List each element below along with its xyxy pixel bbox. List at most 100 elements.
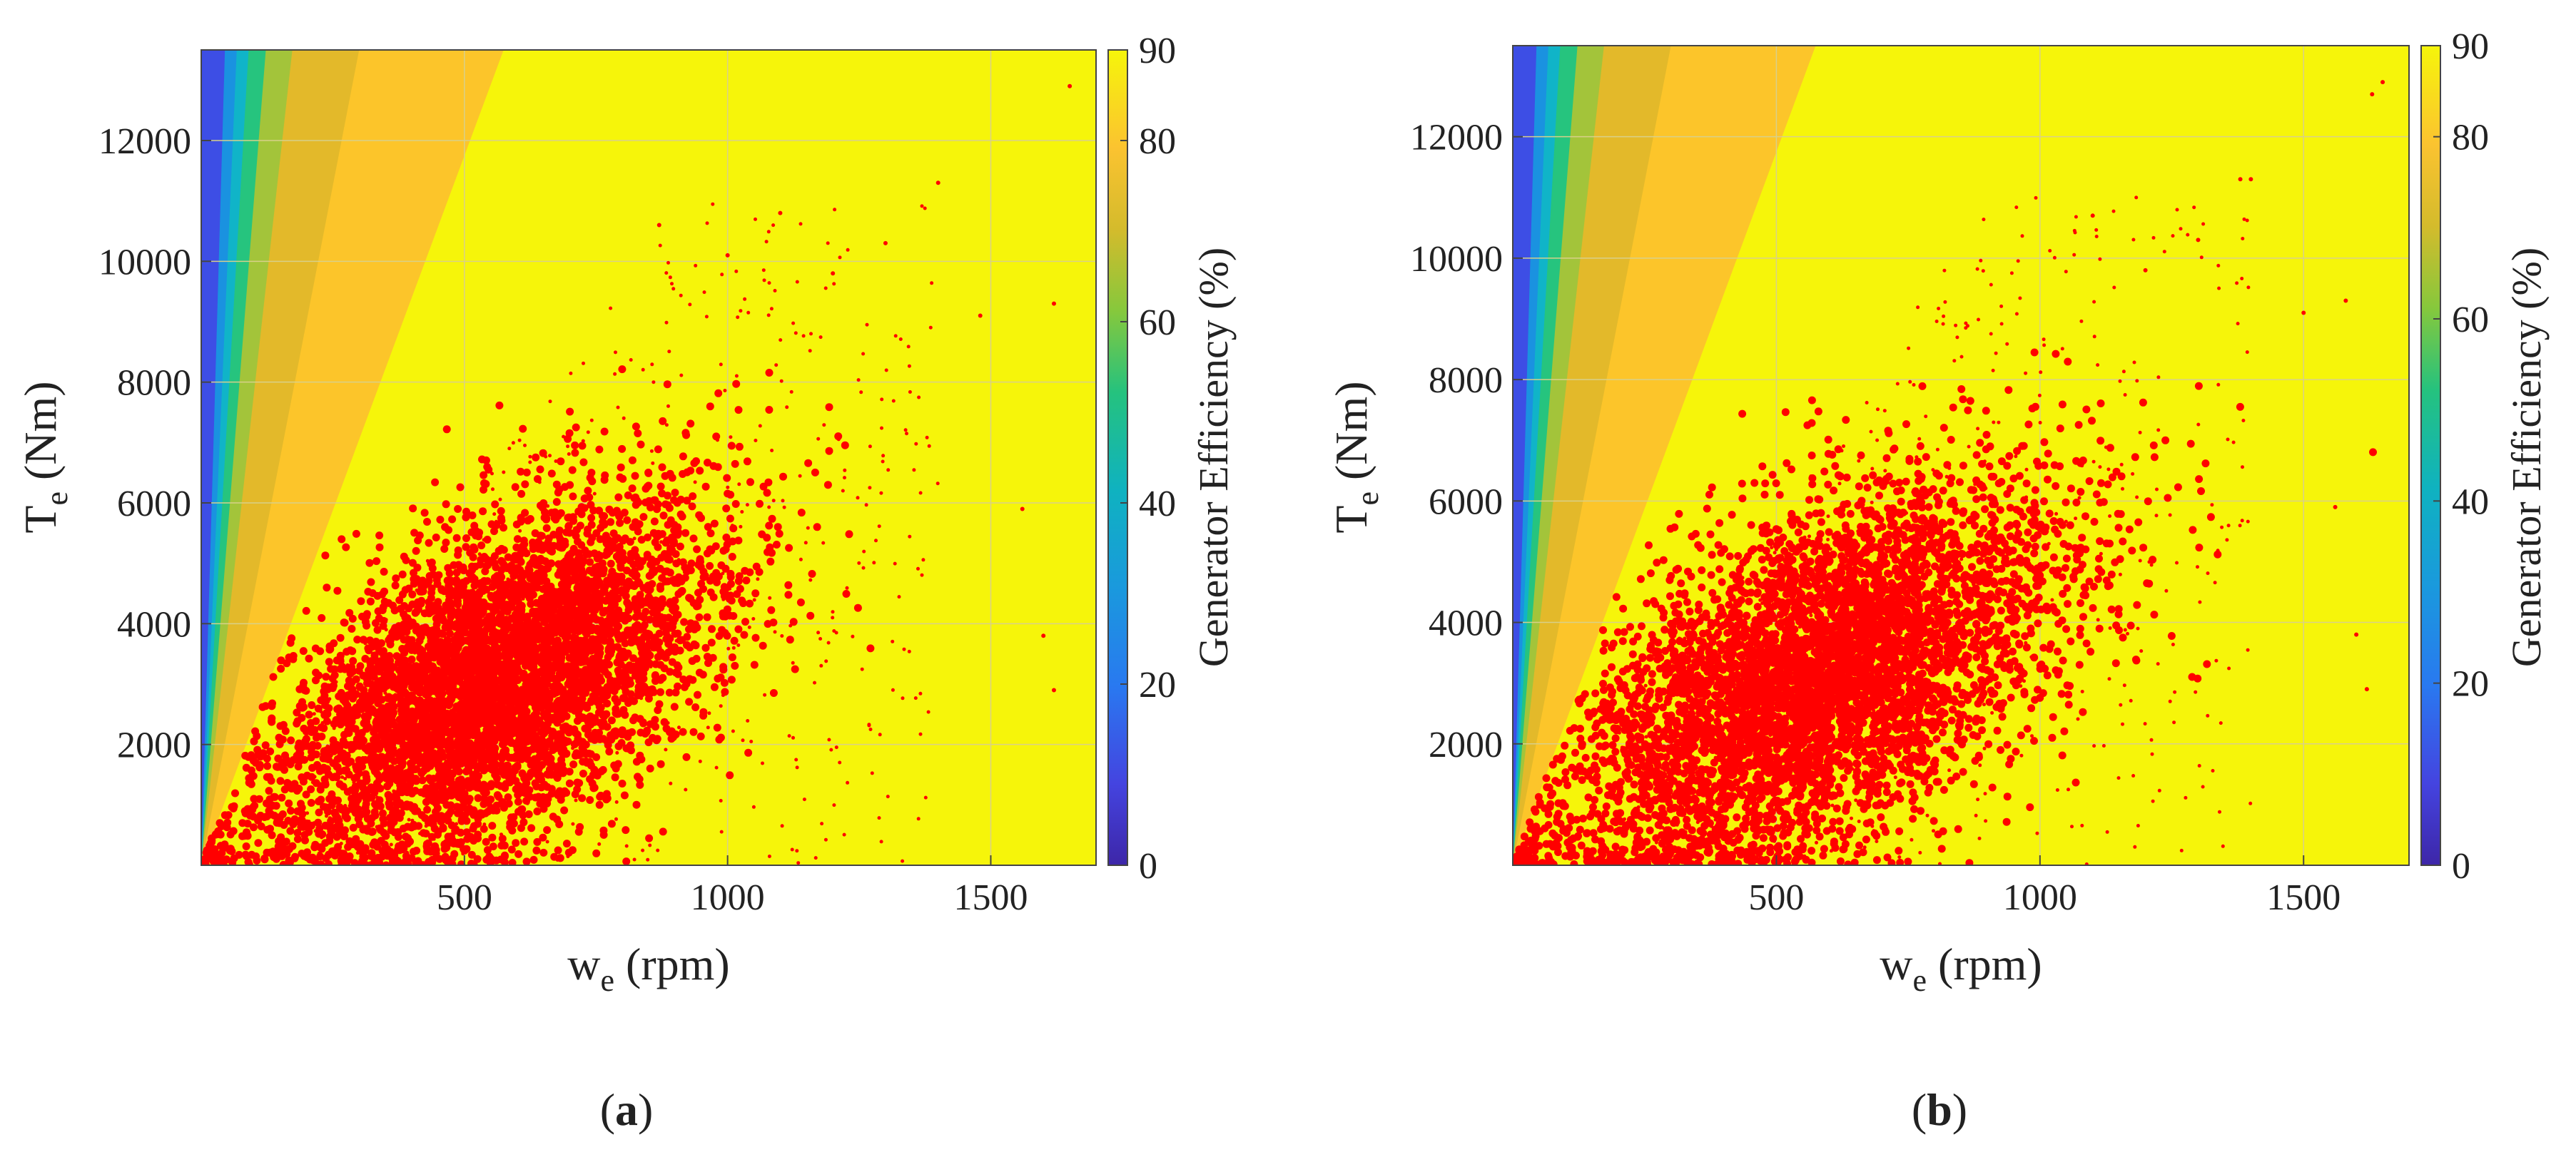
scatter-point-a xyxy=(532,453,540,462)
scatter-point-a xyxy=(721,628,729,637)
scatter-point-a xyxy=(589,598,598,607)
scatter-point-a xyxy=(565,681,574,689)
scatter-point-a xyxy=(493,651,502,659)
scatter-point-a xyxy=(656,482,665,491)
scatter-point-a xyxy=(282,837,290,846)
scatter-point-a xyxy=(517,824,525,832)
scatter-point-a xyxy=(644,469,653,477)
scatter-point-a xyxy=(520,673,529,681)
scatter-point-a xyxy=(442,843,451,852)
scatter-point-a xyxy=(343,807,351,815)
scatter-point-a xyxy=(298,773,306,782)
scatter-point-a xyxy=(527,636,536,645)
scatter-point-a xyxy=(557,708,565,716)
scatter-point-a xyxy=(659,511,668,520)
scatter-point-a xyxy=(692,457,700,465)
scatter-point-a xyxy=(607,678,614,686)
scatter-point-a xyxy=(273,763,280,771)
scatter-point-a xyxy=(572,423,580,432)
scatter-point-a xyxy=(390,708,398,717)
scatter-point-a xyxy=(658,463,666,472)
scatter-point-a xyxy=(592,646,601,655)
scatter-point-a xyxy=(276,722,285,730)
scatter-point-a xyxy=(348,614,357,623)
scatter-point-a xyxy=(477,541,486,550)
scatter-point-a xyxy=(427,748,436,757)
scatter-point-a xyxy=(314,818,323,827)
scatter-point-a xyxy=(587,521,596,529)
scatter-point-a xyxy=(679,728,687,736)
scatter-point-a xyxy=(628,456,637,464)
scatter-point-a xyxy=(477,644,485,653)
scatter-point-a xyxy=(614,742,623,750)
scatter-point-a xyxy=(482,555,490,564)
scatter-point-a xyxy=(797,509,806,517)
scatter-point-a xyxy=(634,429,642,437)
scatter-point-a xyxy=(405,622,414,631)
scatter-point-a xyxy=(565,653,574,662)
scatter-point-a xyxy=(383,783,392,790)
scatter-point-a xyxy=(659,827,667,836)
scatter-point-a xyxy=(445,629,454,638)
scatter-point-a xyxy=(315,671,323,680)
scatter-point-a xyxy=(484,783,492,791)
scatter-point-a xyxy=(400,648,408,657)
scatter-point-a xyxy=(539,556,547,565)
scatter-point-a xyxy=(728,653,736,661)
scatter-point-a xyxy=(376,666,385,674)
scatter-point-a xyxy=(676,588,685,596)
scatter-point-a xyxy=(577,592,586,601)
scatter-point-a xyxy=(579,688,587,696)
scatter-point-a xyxy=(528,650,536,658)
scatter-point-a xyxy=(547,469,556,478)
scatter-point-a xyxy=(420,509,429,517)
scatter-point-a xyxy=(587,514,596,522)
scatter-point-a xyxy=(616,519,624,527)
scatter-point-a xyxy=(369,840,377,849)
scatter-point-a xyxy=(374,783,382,791)
scatter-point-a xyxy=(706,561,714,570)
scatter-point-a xyxy=(285,653,293,662)
scatter-point-a xyxy=(646,616,654,624)
scatter-point-a xyxy=(804,459,813,467)
scatter-point-a xyxy=(290,780,299,788)
scatter-point-a xyxy=(551,661,559,670)
scatter-point-a xyxy=(517,467,525,476)
scatter-point-a xyxy=(661,472,669,480)
scatter-point-a xyxy=(379,809,387,817)
scatter-point-a xyxy=(610,761,619,770)
scatter-point-a xyxy=(410,757,418,765)
scatter-point-a xyxy=(397,629,406,638)
scatter-point-a xyxy=(511,551,519,560)
scatter-point-a xyxy=(447,576,455,585)
scatter-point-a xyxy=(579,758,587,766)
scatter-point-a xyxy=(477,740,486,748)
scatter-point-a xyxy=(735,442,744,451)
scatter-point-a xyxy=(249,823,258,832)
scatter-point-a xyxy=(622,826,630,835)
scatter-point-a xyxy=(487,795,495,804)
scatter-point-a xyxy=(493,658,502,667)
scatter-point-a xyxy=(632,758,641,766)
scatter-point-a xyxy=(345,729,353,738)
scatter-point-a xyxy=(639,625,647,633)
scatter-point-a xyxy=(445,526,452,534)
scatter-point-a xyxy=(497,506,505,515)
scatter-point-a xyxy=(658,489,666,498)
scatter-point-a xyxy=(586,796,594,804)
scatter-point-a xyxy=(274,842,283,851)
scatter-point-a xyxy=(853,603,862,612)
scatter-point-a xyxy=(469,681,477,689)
scatter-point-a xyxy=(392,574,400,583)
scatter-point-a xyxy=(674,579,682,587)
scatter-point-a xyxy=(537,667,546,676)
scatter-point-a xyxy=(597,791,605,800)
scatter-point-a xyxy=(278,793,286,802)
scatter-point-a xyxy=(530,757,539,765)
scatter-point-a xyxy=(447,832,455,841)
scatter-point-a xyxy=(671,630,679,638)
scatter-point-a xyxy=(691,641,700,650)
scatter-point-a xyxy=(500,627,508,636)
scatter-point-a xyxy=(731,459,739,468)
scatter-point-a xyxy=(578,743,587,752)
